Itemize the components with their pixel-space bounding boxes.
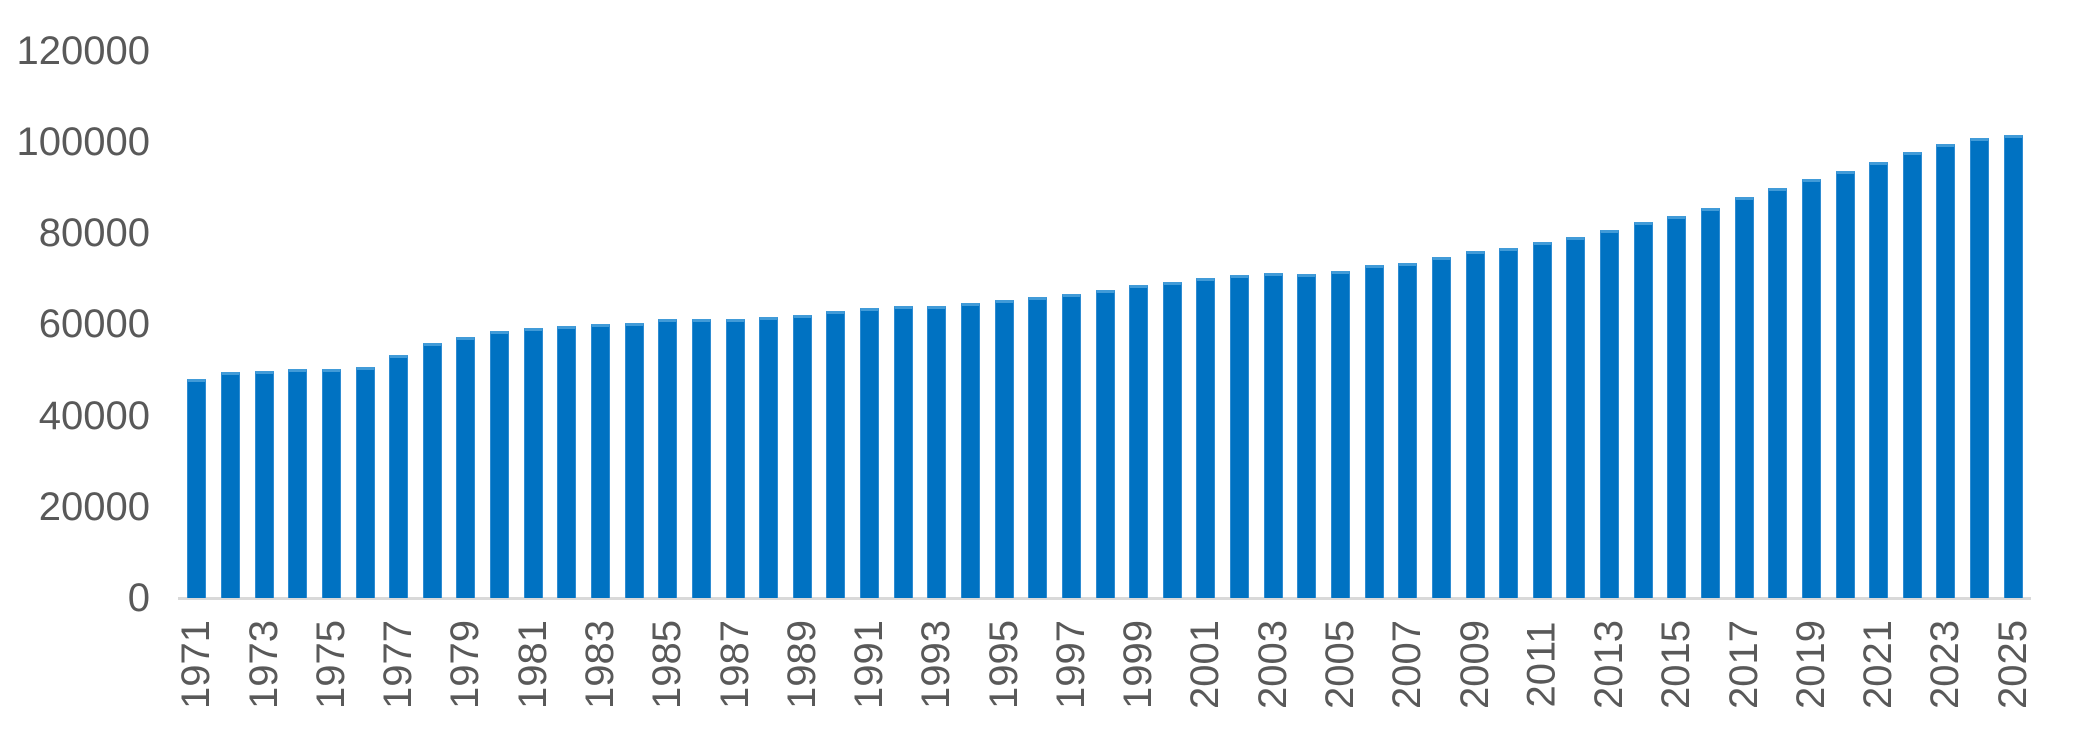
bar-2024 bbox=[1970, 137, 1990, 598]
bar-2010 bbox=[1499, 248, 1519, 598]
bar-2008 bbox=[1431, 256, 1451, 598]
bar-1995 bbox=[994, 299, 1014, 598]
bar-1981 bbox=[523, 327, 543, 598]
bar-2015 bbox=[1667, 216, 1687, 598]
y-axis-tick-label: 100000 bbox=[16, 119, 150, 164]
bar-1972 bbox=[220, 372, 240, 598]
bar-1971 bbox=[187, 378, 207, 598]
bar-1994 bbox=[960, 303, 980, 598]
bar-1990 bbox=[826, 311, 846, 598]
bar-1974 bbox=[288, 368, 308, 598]
bar-2011 bbox=[1532, 242, 1552, 598]
bar-1976 bbox=[355, 367, 375, 598]
bar-1988 bbox=[759, 317, 779, 598]
bar-2001 bbox=[1196, 277, 1216, 598]
bar-1983 bbox=[590, 324, 610, 598]
bar-2007 bbox=[1398, 262, 1418, 598]
bar-1996 bbox=[1028, 297, 1048, 598]
bar-1993 bbox=[927, 306, 947, 598]
bar-1977 bbox=[389, 354, 409, 598]
bar-2006 bbox=[1364, 265, 1384, 598]
bar-2016 bbox=[1700, 207, 1720, 598]
bar-2005 bbox=[1330, 271, 1350, 598]
y-axis-tick-label: 60000 bbox=[38, 302, 150, 347]
y-axis-tick-label: 40000 bbox=[38, 393, 150, 438]
bar-2021 bbox=[1869, 161, 1889, 598]
bar-1975 bbox=[321, 369, 341, 598]
bar-1989 bbox=[792, 314, 812, 598]
x-axis-line bbox=[178, 597, 2031, 600]
bar-2022 bbox=[1902, 152, 1922, 598]
bar-1984 bbox=[624, 323, 644, 598]
bar-2018 bbox=[1768, 188, 1788, 598]
bar-1979 bbox=[456, 337, 476, 598]
bar-1978 bbox=[422, 342, 442, 598]
x-axis-tick-label: 2025 bbox=[1990, 619, 2035, 709]
bar-2012 bbox=[1566, 236, 1586, 598]
bar-2017 bbox=[1734, 197, 1754, 598]
bar-2020 bbox=[1835, 170, 1855, 598]
bar-1997 bbox=[1061, 294, 1081, 598]
bar-2014 bbox=[1633, 221, 1653, 598]
bar-1999 bbox=[1129, 285, 1149, 598]
bar-2000 bbox=[1162, 281, 1182, 598]
y-axis-tick-label: 80000 bbox=[38, 211, 150, 255]
bar-2002 bbox=[1230, 275, 1250, 598]
bar-1982 bbox=[557, 326, 577, 598]
bar-2023 bbox=[1936, 143, 1956, 598]
bar-2004 bbox=[1297, 274, 1317, 598]
bar-1986 bbox=[691, 319, 711, 598]
bar-2019 bbox=[1801, 178, 1821, 598]
bar-1987 bbox=[725, 318, 745, 598]
bar-1985 bbox=[658, 318, 678, 598]
bar-1992 bbox=[893, 305, 913, 598]
bar-2025 bbox=[2003, 134, 2023, 598]
bar-1991 bbox=[860, 308, 880, 598]
bar-2003 bbox=[1263, 273, 1283, 598]
y-axis-tick-label: 0 bbox=[127, 576, 150, 620]
bar-1980 bbox=[490, 331, 510, 598]
bar-1973 bbox=[254, 370, 274, 598]
bar-2013 bbox=[1600, 230, 1620, 598]
y-axis-tick-label: 20000 bbox=[38, 484, 150, 529]
bar-2009 bbox=[1465, 251, 1485, 598]
bar-1998 bbox=[1095, 289, 1115, 598]
y-axis-tick-label: 120000 bbox=[16, 28, 150, 73]
